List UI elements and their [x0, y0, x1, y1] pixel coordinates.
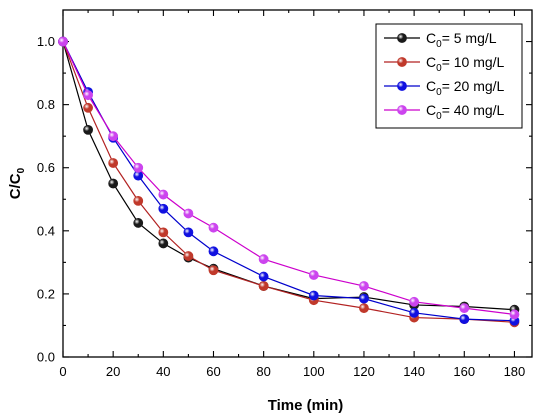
legend-label: C0= 5 mg/L [426, 30, 497, 50]
data-point [183, 251, 194, 261]
x-tick-label: 160 [453, 364, 475, 379]
legend-marker [397, 33, 407, 43]
data-point [133, 218, 144, 228]
data-point [308, 270, 319, 280]
x-tick-label: 20 [106, 364, 120, 379]
data-point [83, 124, 93, 135]
y-tick-label: 0.4 [37, 223, 55, 238]
x-tick-label: 120 [353, 364, 375, 379]
x-tick-label: 180 [504, 364, 526, 379]
legend-label: C0= 10 mg/L [426, 54, 505, 74]
data-point [509, 309, 520, 320]
x-tick-label: 40 [156, 364, 170, 379]
data-point [183, 227, 194, 238]
legend-label: C0= 20 mg/L [426, 78, 505, 98]
data-point [58, 36, 68, 47]
data-point [83, 90, 93, 101]
data-point [359, 281, 369, 291]
data-point [208, 265, 219, 276]
y-axis-title-sub: 0 [16, 167, 27, 173]
data-point [158, 227, 169, 238]
data-point [409, 307, 420, 318]
data-point [108, 158, 119, 168]
data-point [158, 203, 169, 214]
plot-frame [62, 9, 533, 358]
x-tick-label: 140 [403, 364, 425, 379]
axis-labels: Time (min) C/C0 [7, 167, 343, 414]
data-point [459, 314, 470, 325]
data-point [158, 189, 169, 200]
data-point [359, 303, 369, 314]
data-point [108, 178, 119, 189]
legend-item: C0= 20 mg/L [384, 78, 505, 98]
x-tick-label: 60 [206, 364, 220, 379]
legend-marker [397, 57, 407, 67]
data-point [258, 254, 269, 265]
data-point [208, 222, 219, 233]
data-point [158, 238, 169, 249]
y-tick-label: 1.0 [37, 34, 55, 49]
x-tick-label: 0 [59, 364, 66, 379]
data-point [359, 293, 369, 304]
legend-label: C0= 40 mg/L [426, 102, 505, 122]
data-point [183, 208, 194, 219]
legend-item: C0= 5 mg/L [384, 30, 497, 50]
legend-marker [397, 81, 407, 91]
data-point [459, 303, 470, 314]
x-tick-label: 100 [303, 364, 325, 379]
data-point [83, 102, 93, 113]
series-layer [58, 36, 520, 328]
legend-item: C0= 40 mg/L [384, 102, 505, 122]
x-axis-title: Time (min) [268, 397, 344, 414]
data-point [133, 195, 144, 206]
x-tick-label: 80 [256, 364, 270, 379]
data-point [258, 271, 269, 282]
data-point [409, 296, 420, 307]
axes: 0 20 40 60 80 100 120 140 160 180 0.0 0.2 0.4 0.6 0.8 1… [37, 9, 533, 379]
data-point [208, 246, 219, 257]
y-axis-title: C/C0 [7, 167, 27, 199]
data-point [133, 162, 144, 173]
y-axis-title-main: C/C [7, 173, 24, 199]
data-point [108, 131, 119, 142]
y-tick-label: 0.0 [37, 350, 55, 365]
y-tick-label: 0.6 [37, 160, 55, 175]
legend-marker [397, 105, 407, 115]
data-point [308, 290, 319, 301]
legend-item: C0= 10 mg/L [384, 54, 505, 74]
legend: C0= 5 mg/L C0= 10 mg/L C0= 20 mg/L C0= 40 m… [375, 23, 523, 129]
series-4 [58, 36, 520, 320]
y-tick-label: 0.2 [37, 286, 55, 301]
data-point [258, 281, 269, 291]
y-tick-label: 0.8 [37, 97, 55, 112]
